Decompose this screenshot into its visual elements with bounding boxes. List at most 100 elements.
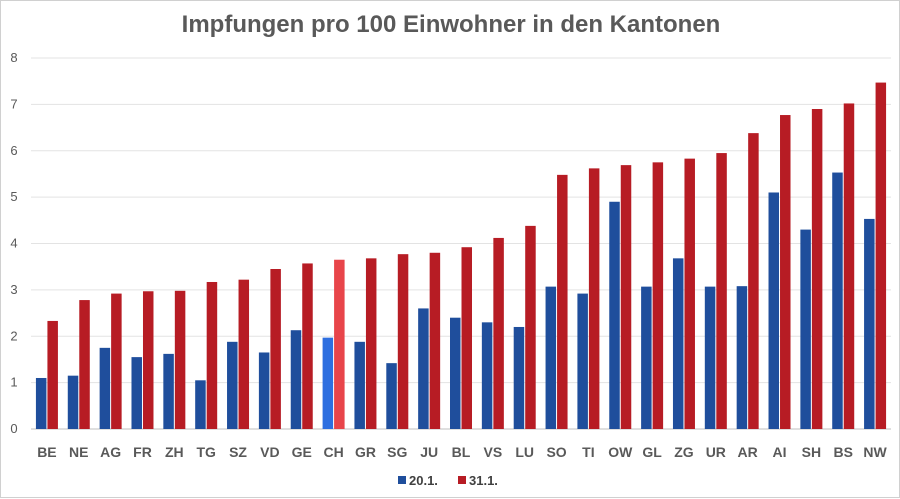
x-tick-label-GR: GR — [355, 444, 376, 460]
bar-ZG-series1 — [672, 258, 684, 429]
x-tick-label-SG: SG — [387, 444, 407, 460]
bar-AG-series1 — [99, 347, 111, 429]
bar-SH-series1 — [800, 229, 811, 429]
y-axis-ticks: 0 1 2 3 4 5 6 7 8 — [10, 50, 17, 436]
legend-swatch-1 — [398, 476, 406, 484]
bar-AR-series1 — [736, 286, 748, 429]
bar-GE-series1 — [290, 330, 302, 429]
x-tick-label-ZG: ZG — [674, 444, 694, 460]
y-tick-label: 7 — [10, 96, 17, 111]
x-tick-label-NE: NE — [69, 444, 88, 460]
legend-label-2: 31.1. — [469, 473, 498, 488]
x-tick-label-CH: CH — [323, 444, 343, 460]
x-tick-label-BS: BS — [833, 444, 852, 460]
x-tick-label-GE: GE — [292, 444, 312, 460]
bar-ZH-series2 — [174, 290, 186, 429]
bar-SZ-series1 — [227, 341, 238, 429]
y-tick-label: 3 — [10, 282, 17, 297]
bar-AG-series2 — [111, 293, 122, 429]
y-tick-label: 6 — [10, 143, 17, 158]
bar-UR-series2 — [716, 153, 727, 429]
bar-SZ-series2 — [238, 279, 250, 429]
y-tick-label: 2 — [10, 328, 17, 343]
x-tick-label-TG: TG — [196, 444, 216, 460]
bar-LU-series1 — [513, 326, 525, 429]
bar-UR-series1 — [704, 286, 716, 429]
bar-CH-series2 — [334, 259, 345, 429]
bar-BS-series2 — [843, 103, 855, 429]
bar-TG-series2 — [206, 281, 218, 429]
x-tick-label-AI: AI — [773, 444, 787, 460]
x-tick-label-OW: OW — [608, 444, 633, 460]
bar-TG-series1 — [195, 380, 206, 429]
bar-VS-series2 — [493, 237, 504, 429]
bar-GL-series2 — [652, 162, 664, 429]
x-tick-label-GL: GL — [642, 444, 662, 460]
x-tick-label-UR: UR — [706, 444, 726, 460]
y-tick-label: 8 — [10, 50, 17, 65]
x-tick-label-SO: SO — [546, 444, 566, 460]
bar-BE-series1 — [35, 377, 47, 429]
bar-SG-series1 — [386, 363, 397, 429]
bar-TI-series1 — [577, 293, 588, 429]
bar-SO-series1 — [545, 286, 557, 429]
x-tick-label-AR: AR — [738, 444, 758, 460]
bar-GL-series1 — [641, 286, 652, 429]
x-tick-label-TI: TI — [582, 444, 594, 460]
gridlines — [31, 57, 891, 430]
legend-swatch-2 — [458, 476, 466, 484]
bar-FR-series1 — [131, 357, 142, 429]
x-tick-label-SZ: SZ — [229, 444, 247, 460]
bar-ZG-series2 — [684, 158, 695, 430]
bar-OW-series1 — [609, 201, 620, 429]
legend-label-1: 20.1. — [409, 473, 438, 488]
bar-LU-series2 — [525, 225, 536, 429]
bar-BL-series1 — [450, 317, 461, 429]
bar-OW-series2 — [620, 165, 632, 429]
bar-SO-series2 — [557, 174, 568, 429]
y-tick-label: 4 — [10, 236, 17, 251]
y-tick-label: 1 — [10, 375, 17, 390]
bar-VD-series1 — [258, 352, 270, 429]
x-axis-ticks: BE NE AG FR ZH TG SZ VD GE CH GR SG JU BL VS LU SO TI OW GL… — [37, 444, 887, 460]
x-tick-label-SH: SH — [802, 444, 821, 460]
x-tick-label-JU: JU — [420, 444, 438, 460]
bar-SH-series2 — [811, 109, 823, 429]
y-tick-label: 5 — [10, 189, 17, 204]
x-tick-label-VS: VS — [484, 444, 503, 460]
bar-BS-series1 — [832, 172, 843, 429]
bar-NW-series1 — [864, 218, 875, 429]
bar-AI-series2 — [780, 115, 791, 429]
bar-BL-series2 — [461, 247, 472, 429]
legend: 20.1. 31.1. — [398, 473, 498, 488]
x-tick-label-BL: BL — [452, 444, 471, 460]
chart-title: Impfungen pro 100 Einwohner in den Kanto… — [181, 11, 721, 38]
bar-GE-series2 — [302, 263, 313, 429]
bar-AI-series1 — [768, 192, 780, 429]
bar-GR-series2 — [365, 258, 377, 429]
bar-NE-series2 — [79, 300, 90, 429]
x-tick-label-ZH: ZH — [165, 444, 184, 460]
y-tick-label: 0 — [10, 421, 17, 436]
x-tick-label-AG: AG — [100, 444, 121, 460]
bar-FR-series2 — [142, 291, 154, 429]
x-tick-label-FR: FR — [133, 444, 152, 460]
x-tick-label-BE: BE — [37, 444, 56, 460]
bar-VS-series1 — [481, 322, 493, 429]
bar-BE-series2 — [47, 320, 58, 429]
bar-TI-series2 — [588, 168, 600, 429]
bar-JU-series1 — [418, 308, 429, 429]
bar-NE-series1 — [67, 375, 79, 429]
bar-NW-series2 — [875, 82, 887, 430]
bar-JU-series2 — [429, 252, 441, 429]
bar-AR-series2 — [748, 133, 759, 429]
bar-CH-series1 — [322, 337, 334, 429]
x-tick-label-VD: VD — [260, 444, 279, 460]
bars — [35, 82, 887, 430]
bar-ZH-series1 — [163, 353, 174, 429]
bar-SG-series2 — [397, 254, 409, 429]
bar-GR-series1 — [354, 341, 365, 429]
x-tick-label-NW: NW — [863, 444, 887, 460]
bar-VD-series2 — [270, 269, 281, 429]
